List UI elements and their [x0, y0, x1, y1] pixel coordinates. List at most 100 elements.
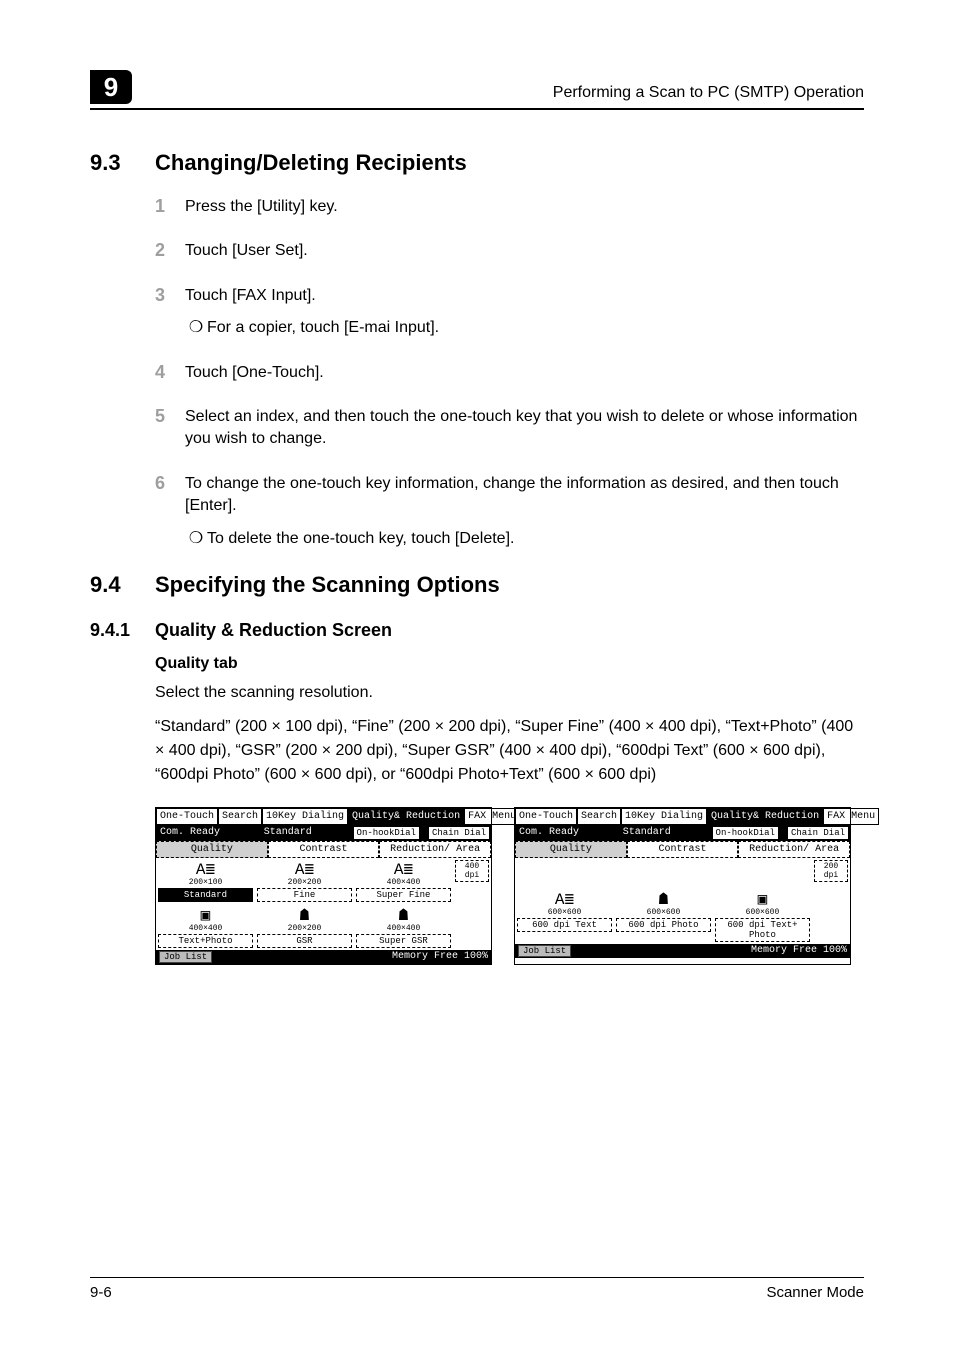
option-label: Standard — [158, 888, 253, 902]
step-item: 4 Touch [One-Touch]. — [155, 362, 864, 384]
step-number: 1 — [155, 196, 185, 218]
step-sub-bullet: ❍ For a copier, touch [E-mai Input]. — [185, 317, 439, 339]
option-resolution: 200×100 — [158, 878, 253, 887]
tab-quality-reduction[interactable]: Quality& Reduction — [707, 808, 823, 825]
textphoto-icon: ▣ — [158, 906, 253, 924]
option-label: GSR — [257, 934, 352, 948]
step-text: Press the [Utility] key. — [185, 196, 338, 218]
tab-quality-reduction[interactable]: Quality& Reduction — [348, 808, 464, 825]
option-gsr[interactable]: ☗ 200×200 GSR — [255, 904, 354, 950]
tab-10key-dialing[interactable]: 10Key Dialing — [262, 808, 348, 825]
memory-free-label: Memory Free 100% — [392, 951, 488, 962]
option-super-fine[interactable]: A≣ 400×400 Super Fine — [354, 858, 453, 904]
bullet-icon: ❍ — [185, 317, 207, 339]
job-list-button[interactable]: Job List — [518, 945, 571, 957]
option-resolution: 200×200 — [257, 878, 352, 887]
step-sub-text: To delete the one-touch key, touch [Dele… — [207, 528, 514, 550]
chain-dial-button[interactable]: Chain Dial — [428, 826, 490, 840]
option-label: 600 dpi Photo — [616, 918, 711, 932]
option-resolution: 600×600 — [715, 908, 810, 917]
tab-10key-dialing[interactable]: 10Key Dialing — [621, 808, 707, 825]
quality-tab-block: Quality tab Select the scanning resoluti… — [155, 655, 864, 965]
body-tab-contrast[interactable]: Contrast — [627, 841, 739, 858]
page-number: 9-6 — [90, 1284, 112, 1301]
option-label: 600 dpi Text — [517, 918, 612, 932]
tab-search[interactable]: Search — [577, 808, 621, 825]
running-title: Performing a Scan to PC (SMTP) Operation — [152, 84, 864, 104]
panel-status-row: Com. Ready Standard On-hookDial Chain Di… — [515, 825, 850, 841]
tab-search[interactable]: Search — [218, 808, 262, 825]
step-number: 3 — [155, 285, 185, 340]
job-list-button[interactable]: Job List — [159, 951, 212, 963]
photo-icon: ☗ — [356, 906, 451, 924]
panel-status-row: Com. Ready Standard On-hookDial Chain Di… — [156, 825, 491, 841]
body-tab-reduction-area[interactable]: Reduction/ Area — [379, 841, 491, 858]
panel-top-tabs: One-Touch Search 10Key Dialing Quality& … — [156, 808, 491, 825]
on-hook-dial-button[interactable]: On-hookDial — [712, 826, 779, 840]
page-footer: 9-6 Scanner Mode — [90, 1277, 864, 1301]
paragraph-heading: Quality tab — [155, 655, 864, 673]
options-row-1: A≣ 200×100 Standard A≣ 200×200 Fine A≣ — [156, 858, 453, 904]
bullet-icon: ❍ — [185, 528, 207, 550]
footer-mode-label: Scanner Mode — [766, 1284, 864, 1301]
option-resolution: 200×200 — [257, 924, 352, 933]
step-text: Touch [User Set]. — [185, 240, 308, 262]
status-standard: Standard — [583, 825, 711, 841]
section-number: 9.4 — [90, 572, 155, 598]
dpi-switch-button[interactable]: 200 dpi — [814, 860, 848, 882]
text-icon: A≣ — [257, 860, 352, 878]
section-9-4-heading: 9.4 Specifying the Scanning Options — [90, 572, 864, 598]
option-label: Super GSR — [356, 934, 451, 948]
step-item: 2 Touch [User Set]. — [155, 240, 864, 262]
step-text: Touch [FAX Input]. ❍ For a copier, touch… — [185, 285, 439, 340]
lcd-panel-left: One-Touch Search 10Key Dialing Quality& … — [155, 807, 492, 965]
body-tab-contrast[interactable]: Contrast — [268, 841, 380, 858]
body-tab-reduction-area[interactable]: Reduction/ Area — [738, 841, 850, 858]
option-super-gsr[interactable]: ☗ 400×400 Super GSR — [354, 904, 453, 950]
step-main-text: Touch [FAX Input]. — [185, 287, 316, 304]
body-tab-quality[interactable]: Quality — [156, 841, 268, 858]
options-row: A≣ 600×600 600 dpi Text ☗ 600×600 600 dp… — [515, 888, 812, 944]
section-title: Specifying the Scanning Options — [155, 572, 500, 598]
tab-one-touch[interactable]: One-Touch — [156, 808, 218, 825]
status-standard: Standard — [224, 825, 352, 841]
option-resolution: 600×600 — [616, 908, 711, 917]
option-600dpi-photo[interactable]: ☗ 600×600 600 dpi Photo — [614, 888, 713, 944]
photo-icon: ☗ — [616, 890, 711, 908]
step-number: 6 — [155, 473, 185, 550]
step-main-text: To change the one-touch key information,… — [185, 475, 839, 514]
step-number: 4 — [155, 362, 185, 384]
tab-fax-menu[interactable]: FAX Menu — [823, 808, 879, 825]
body-tab-quality[interactable]: Quality — [515, 841, 627, 858]
option-600dpi-text[interactable]: A≣ 600×600 600 dpi Text — [515, 888, 614, 944]
panel-footer: Job List Memory Free 100% — [515, 944, 850, 958]
step-text: To change the one-touch key information,… — [185, 473, 864, 550]
panel-top-tabs: One-Touch Search 10Key Dialing Quality& … — [515, 808, 850, 825]
text-icon: A≣ — [356, 860, 451, 878]
chapter-number-box: 9 — [90, 70, 132, 104]
chain-dial-button[interactable]: Chain Dial — [787, 826, 849, 840]
option-600dpi-text-photo[interactable]: ▣ 600×600 600 dpi Text+ Photo — [713, 888, 812, 944]
options-row-2: ▣ 400×400 Text+Photo ☗ 200×200 GSR ☗ — [156, 904, 453, 950]
status-buttons: On-hookDial Chain Dial — [711, 825, 850, 841]
tab-fax-menu[interactable]: FAX Menu — [464, 808, 520, 825]
tab-one-touch[interactable]: One-Touch — [515, 808, 577, 825]
dpi-switch-button[interactable]: 400 dpi — [455, 860, 489, 882]
panel-body-tabs: Quality Contrast Reduction/ Area — [156, 841, 491, 858]
section-title: Changing/Deleting Recipients — [155, 150, 467, 176]
option-label: Fine — [257, 888, 352, 902]
textphoto-icon: ▣ — [715, 890, 810, 908]
option-resolution: 400×400 — [356, 878, 451, 887]
steps-list-9-3: 1 Press the [Utility] key. 2 Touch [User… — [155, 196, 864, 550]
status-com-ready: Com. Ready — [156, 825, 224, 841]
option-text-photo[interactable]: ▣ 400×400 Text+Photo — [156, 904, 255, 950]
status-buttons: On-hookDial Chain Dial — [352, 825, 491, 841]
step-text: Touch [One-Touch]. — [185, 362, 324, 384]
step-item: 3 Touch [FAX Input]. ❍ For a copier, tou… — [155, 285, 864, 340]
step-sub-bullet: ❍ To delete the one-touch key, touch [De… — [185, 528, 864, 550]
option-resolution: 400×400 — [356, 924, 451, 933]
option-standard[interactable]: A≣ 200×100 Standard — [156, 858, 255, 904]
option-fine[interactable]: A≣ 200×200 Fine — [255, 858, 354, 904]
on-hook-dial-button[interactable]: On-hookDial — [353, 826, 420, 840]
step-number: 2 — [155, 240, 185, 262]
